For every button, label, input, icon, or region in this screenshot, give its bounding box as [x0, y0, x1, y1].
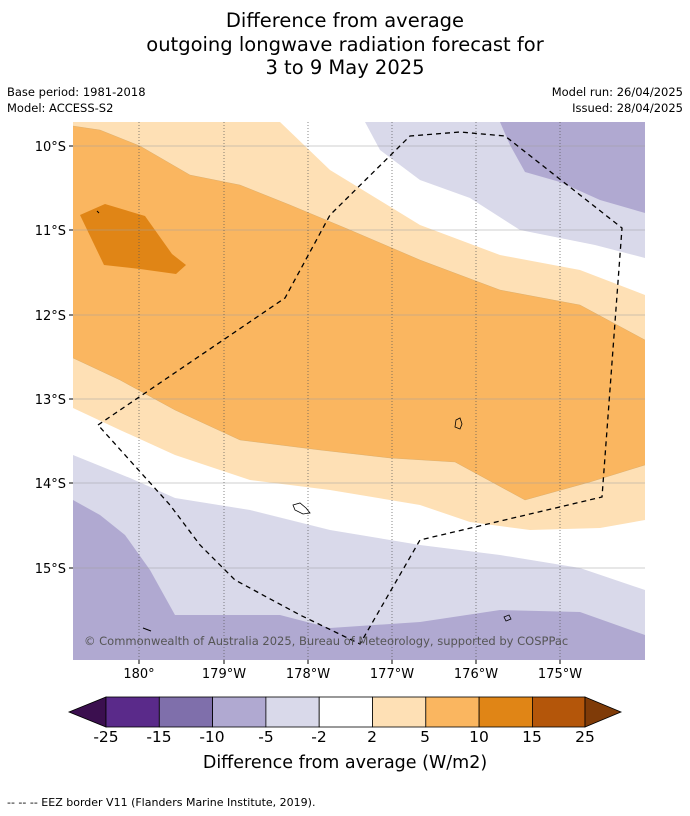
- lon-label-180: 180°: [123, 667, 154, 682]
- island-small: [503, 614, 512, 622]
- lon-label-175w: 175°W: [538, 667, 582, 682]
- colorbar: [67, 696, 623, 728]
- lon-axis: 180° 179°W 178°W 177°W 176°W 175°W: [123, 660, 582, 682]
- eez-footnote: -- -- -- EEZ border V11 (Flanders Marine…: [7, 796, 316, 809]
- colorbar-tick-15: 15: [522, 728, 542, 746]
- lat-label-12s: 12°S: [35, 309, 66, 324]
- eez-border: [97, 131, 623, 645]
- neg5-band-bottom: [73, 500, 645, 660]
- contour-lines: [73, 125, 645, 501]
- lat-label-14s: 14°S: [35, 477, 66, 492]
- lat-gridlines: [73, 145, 645, 569]
- neg2-band-bottom: [73, 455, 645, 660]
- island-reef: [142, 627, 152, 632]
- colorbar-tick-neg2: -2: [311, 728, 327, 746]
- colorbar-bin-neg15: [105, 696, 160, 728]
- colorbar-tick-5: 5: [420, 728, 430, 746]
- title-line-3: 3 to 9 May 2025: [265, 56, 425, 79]
- colorbar-bin-pos5: [425, 696, 480, 728]
- pos10-patch: [80, 204, 186, 274]
- colorbar-bin-neg10: [158, 696, 214, 728]
- island-dot: [96, 210, 100, 214]
- lon-label-177w: 177°W: [370, 667, 414, 682]
- island-futuna: [292, 502, 311, 515]
- colorbar-tick-neg15: -15: [146, 728, 172, 746]
- colorbar-tick-neg25: -25: [93, 728, 119, 746]
- colorbar-tick-10: 10: [469, 728, 489, 746]
- lat-label-13s: 13°S: [35, 393, 66, 408]
- lat-label-10s: 10°S: [35, 140, 66, 155]
- lon-label-176w: 176°W: [454, 667, 498, 682]
- lon-label-179w: 179°W: [202, 667, 246, 682]
- colorbar-extend-low: [67, 696, 107, 728]
- colorbar-tick-25: 25: [575, 728, 595, 746]
- model-run: Model run: 26/04/2025: [551, 85, 683, 99]
- model-name: Model: ACCESS-S2: [7, 101, 114, 115]
- colorbar-bin-pos10: [478, 696, 533, 728]
- colorbar-tick-2: 2: [367, 728, 377, 746]
- colorbar-bin-neg2: [265, 696, 320, 728]
- lat-label-15s: 15°S: [35, 562, 66, 577]
- colorbar-bin-pos15: [532, 696, 586, 728]
- title-line-1: Difference from average: [225, 9, 465, 32]
- map-contours: © Commonwealth of Australia 2025, Bureau…: [73, 122, 645, 660]
- pos5-band: [73, 126, 645, 500]
- lat-axis: 10°S 11°S 12°S 13°S 14°S 15°S: [35, 140, 73, 577]
- neg5-band-top: [500, 122, 645, 213]
- title-line-2: outgoing longwave radiation forecast for: [146, 33, 544, 56]
- colorbar-title: Difference from average (W/m2): [202, 753, 488, 773]
- colorbar-extend-high: [584, 696, 623, 728]
- colorbar-bin-zero: [318, 696, 373, 728]
- colorbar-bin-neg5: [212, 696, 267, 728]
- lon-label-178w: 178°W: [286, 667, 330, 682]
- base-period: Base period: 1981-2018: [7, 85, 146, 99]
- colorbar-tick-neg10: -10: [199, 728, 225, 746]
- issued-date: Issued: 28/04/2025: [572, 101, 683, 115]
- copyright-text: © Commonwealth of Australia 2025, Bureau…: [84, 634, 568, 648]
- colorbar-tick-neg5: -5: [258, 728, 274, 746]
- colorbar-bin-pos2: [372, 696, 427, 728]
- island-wallis: [454, 417, 463, 430]
- lat-label-11s: 11°S: [35, 224, 66, 239]
